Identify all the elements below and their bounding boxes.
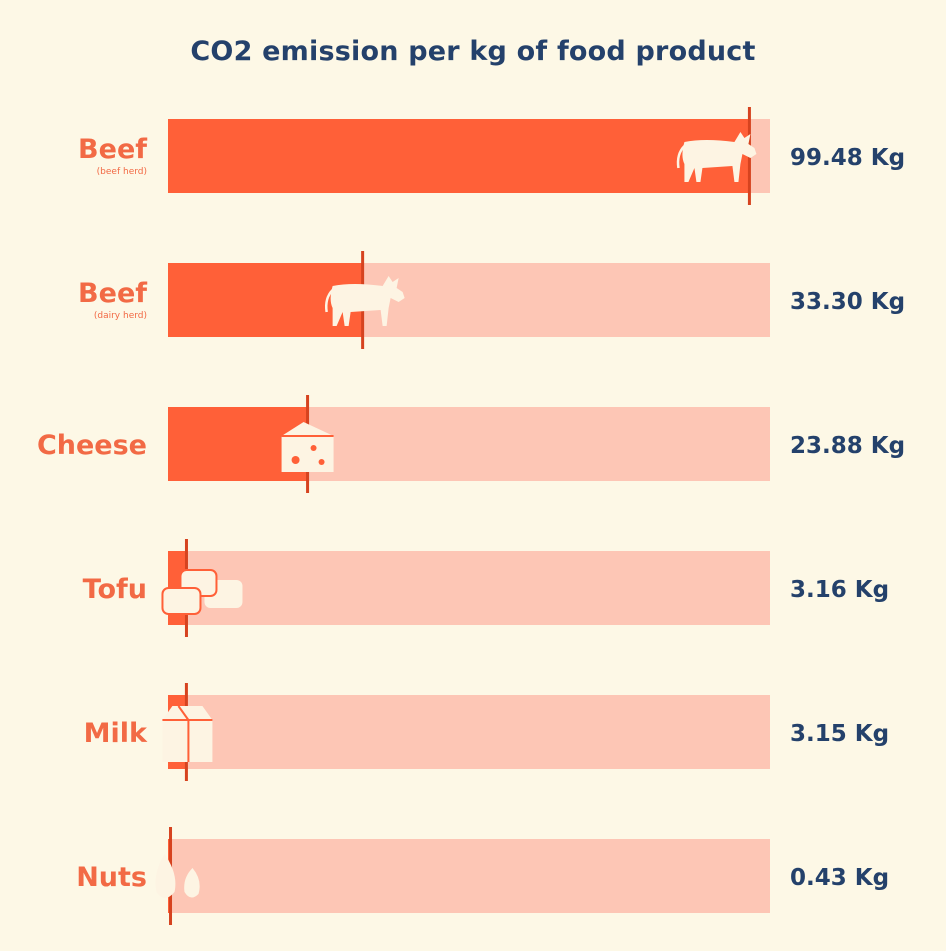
value-label: 33.30 Kg (790, 289, 905, 315)
bar (168, 119, 750, 193)
category-label: Tofu (83, 574, 147, 605)
value-label: 0.43 Kg (790, 865, 889, 891)
bar-row: Tofu 3.16 Kg (83, 539, 889, 637)
bar-row: Cheese 23.88 Kg (37, 395, 905, 493)
bar-track (168, 695, 770, 769)
cow-icon (676, 132, 757, 182)
bar-row: Beef (dairy herd) 33.30 Kg (78, 251, 905, 349)
tofu-icon (161, 569, 243, 615)
cow-icon (325, 276, 405, 326)
value-label: 3.16 Kg (790, 577, 889, 603)
category-label: Beef (78, 278, 147, 309)
category-label: Milk (84, 718, 148, 749)
bar-row: Beef (beef herd) 99.48 Kg (78, 107, 905, 205)
value-label: 99.48 Kg (790, 145, 905, 171)
milk-carton-icon (162, 705, 213, 762)
cheese-icon (281, 422, 334, 472)
bar (168, 263, 363, 337)
almond-icon (155, 854, 200, 898)
value-label: 23.88 Kg (790, 433, 905, 459)
category-label: Nuts (76, 862, 147, 893)
bar-track (168, 551, 770, 625)
chart-title: CO2 emission per kg of food product (190, 36, 756, 67)
bar-row: Milk 3.15 Kg (84, 683, 889, 781)
category-label: Cheese (37, 430, 147, 461)
bar-row: Nuts 0.43 Kg (76, 827, 889, 925)
category-sublabel: (beef herd) (97, 167, 147, 177)
value-label: 3.15 Kg (790, 721, 889, 747)
category-label: Beef (78, 134, 147, 165)
category-sublabel: (dairy herd) (94, 311, 147, 321)
bar-track (168, 839, 770, 913)
